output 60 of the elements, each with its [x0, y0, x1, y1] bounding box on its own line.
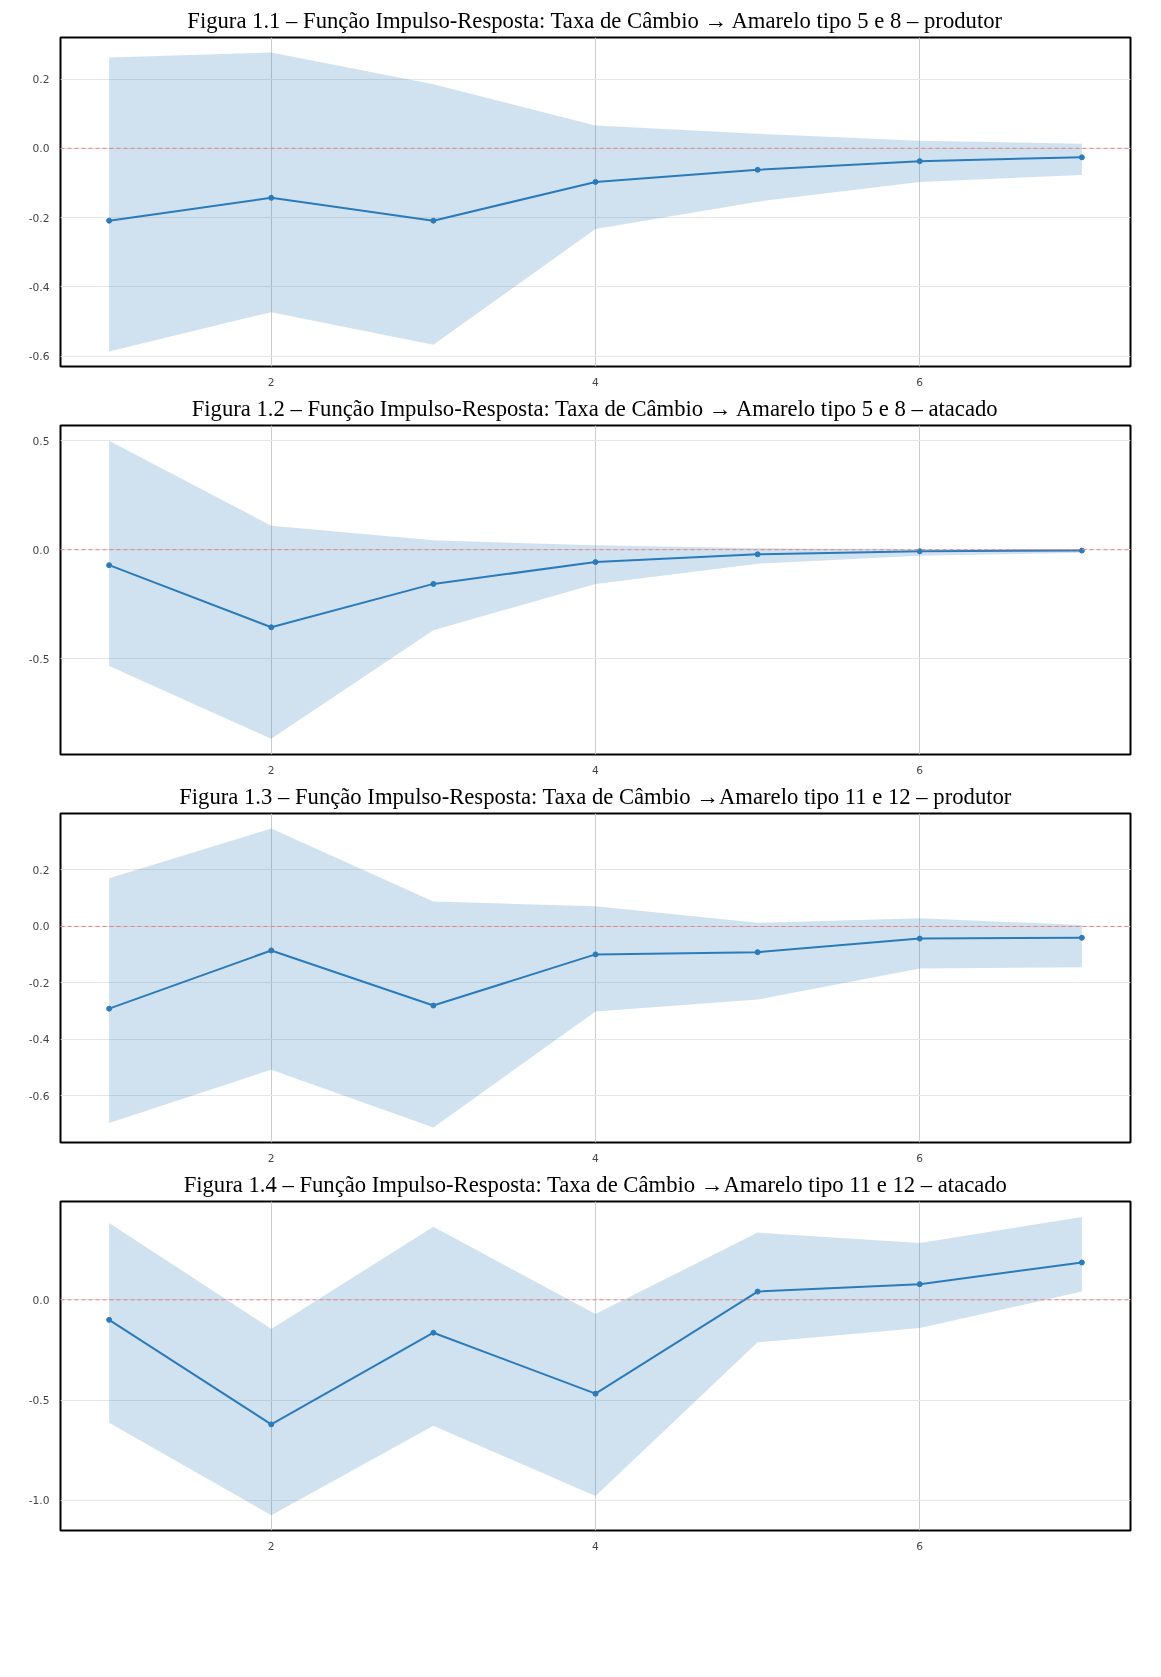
chart-title: Figura 1.3 – Função Impulso-Resposta: Taxa de Câmbio →Amarelo tipo 11 e 12 – produtor — [179, 783, 1012, 809]
point — [268, 624, 275, 631]
point — [430, 580, 437, 587]
point — [592, 1390, 599, 1397]
y-tick-label: -0.4 — [28, 1033, 50, 1047]
chart-title: Figura 1.1 – Função Impulso-Resposta: Taxa de Câmbio → Amarelo tipo 5 e 8 – produtor — [187, 7, 1003, 33]
point — [754, 949, 761, 956]
point — [754, 166, 761, 173]
x-tick-label: 2 — [267, 763, 275, 777]
y-tick-label: -0.2 — [28, 976, 50, 990]
point — [916, 935, 923, 942]
point — [430, 217, 437, 224]
y-tick-label: -0.4 — [28, 280, 50, 294]
x-tick-label: 2 — [267, 1151, 275, 1165]
y-tick-label: 0.0 — [32, 142, 50, 156]
point — [1078, 154, 1085, 161]
x-tick-label: 4 — [592, 1539, 600, 1553]
point — [106, 1005, 113, 1012]
point — [754, 551, 761, 558]
y-tick-label: -1.0 — [28, 1494, 50, 1508]
chart-title: Figura 1.2 – Função Impulso-Resposta: Taxa de Câmbio → Amarelo tipo 5 e 8 – atacado — [191, 395, 998, 421]
point — [592, 178, 599, 185]
x-tick-label: 2 — [267, 375, 275, 389]
y-tick-label: -0.5 — [28, 1394, 50, 1408]
point — [592, 559, 599, 566]
y-tick-label: 0.2 — [32, 863, 50, 877]
point — [754, 1288, 761, 1295]
y-tick-label: -0.6 — [28, 350, 50, 364]
y-tick-label: -0.6 — [28, 1089, 50, 1103]
point — [592, 951, 599, 958]
point — [1078, 1259, 1085, 1266]
point — [106, 1316, 113, 1323]
x-tick-label: 6 — [916, 375, 924, 389]
x-tick-label: 4 — [592, 1151, 600, 1165]
chart-title: Figura 1.4 – Função Impulso-Resposta: Taxa de Câmbio →Amarelo tipo 11 e 12 – atacado — [183, 1171, 1007, 1197]
y-tick-label: 0.2 — [32, 73, 50, 87]
x-tick-label: 4 — [592, 375, 600, 389]
x-tick-label: 6 — [916, 1151, 924, 1165]
y-tick-label: -0.2 — [28, 211, 50, 225]
point — [1078, 934, 1085, 941]
point — [268, 1421, 275, 1428]
x-tick-label: 6 — [916, 1539, 924, 1553]
x-tick-label: 6 — [916, 763, 924, 777]
y-tick-label: 0.5 — [32, 434, 50, 448]
point — [268, 947, 275, 954]
y-tick-label: 0.0 — [32, 1293, 50, 1307]
x-tick-label: 2 — [267, 1539, 275, 1553]
point — [268, 194, 275, 201]
y-tick-label: 0.0 — [32, 543, 50, 557]
point — [106, 217, 113, 224]
point — [916, 1281, 923, 1288]
y-tick-label: -0.5 — [28, 652, 50, 666]
y-tick-label: 0.0 — [32, 920, 50, 934]
x-tick-label: 4 — [592, 763, 600, 777]
point — [916, 158, 923, 165]
point — [430, 1329, 437, 1336]
point — [430, 1002, 437, 1009]
point — [106, 562, 113, 569]
point — [1078, 547, 1085, 554]
point — [916, 548, 923, 555]
